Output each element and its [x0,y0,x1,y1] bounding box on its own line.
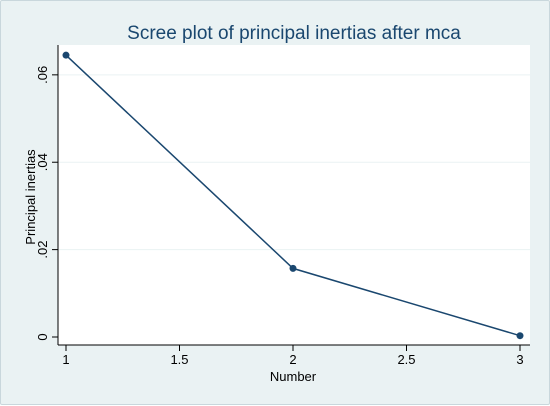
y-tick-label: .06 [35,66,50,84]
x-ticks: 1 1.5 2 2.5 3 [62,345,524,367]
data-point [516,332,524,340]
plot-area [58,45,530,345]
x-tick-label: 1.5 [170,352,188,367]
x-tick-label: 2.5 [397,352,415,367]
series-group [62,51,524,340]
y-tick-label: .04 [35,153,50,171]
y-ticks: 0 .02 .04 .06 [35,66,58,341]
data-point [289,264,297,272]
x-axis-label: Number [270,369,317,384]
y-tick-label: .02 [35,241,50,259]
y-axis-label: Principal inertias [23,149,38,245]
data-point [62,51,70,59]
x-tick-label: 2 [289,352,296,367]
x-tick-label: 3 [516,352,523,367]
y-tick-label: 0 [35,333,50,340]
chart-title: Scree plot of principal inertias after m… [127,23,461,44]
x-tick-label: 1 [62,352,69,367]
gridlines [58,74,530,251]
